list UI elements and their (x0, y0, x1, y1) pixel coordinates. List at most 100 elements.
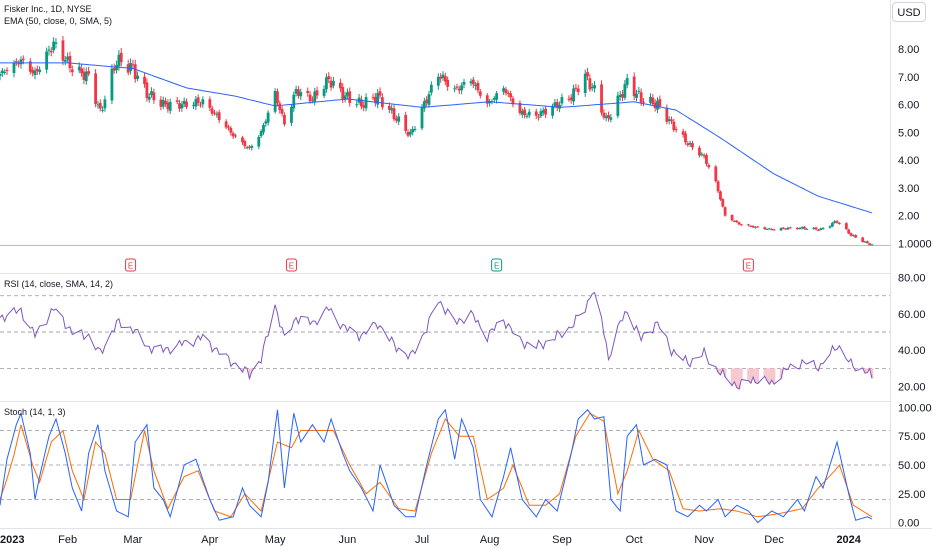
candle-body (5, 69, 9, 72)
candle-body (54, 42, 58, 44)
candle-body (133, 64, 137, 80)
candle-body (371, 97, 375, 99)
candle-body (404, 114, 408, 131)
candle-body (294, 88, 298, 94)
candle-body (199, 104, 202, 106)
candle-body (145, 82, 149, 98)
time-tick-label: Nov (694, 534, 714, 546)
candle-body (756, 226, 760, 228)
candle-body (299, 92, 303, 97)
candle-body (215, 113, 219, 115)
rsi-legend[interactable]: RSI (14, close, SMA, 14, 2) (4, 279, 113, 289)
candle-body (96, 104, 100, 106)
candle-body (572, 88, 575, 102)
candle-body (311, 99, 314, 101)
candle-body (250, 146, 254, 148)
candle-body (327, 76, 331, 80)
candle-body (19, 59, 23, 65)
candle-body (602, 112, 606, 118)
candle-body (865, 241, 869, 244)
candle-body (474, 84, 478, 87)
candle-body (719, 191, 722, 200)
candle-body (234, 135, 237, 137)
ema-legend[interactable]: EMA (50, close, 0, SMA, 5) (4, 16, 112, 26)
time-tick-label: Aug (480, 534, 500, 546)
candle-body (656, 100, 659, 110)
price-tick-label: 2.00 (898, 211, 919, 223)
candle-body (849, 233, 853, 236)
candle-body (14, 61, 18, 63)
candle-body (35, 68, 39, 72)
earnings-marker (491, 258, 503, 272)
stoch-k-line (0, 408, 873, 524)
candle-body (672, 121, 676, 131)
candle-body (788, 227, 792, 229)
candle-body (800, 227, 804, 229)
candle-body (394, 118, 398, 121)
candle-body (346, 92, 349, 96)
candle-body (182, 100, 186, 105)
earnings-marker (285, 258, 297, 272)
candle-body (196, 97, 200, 104)
candle-body (322, 88, 326, 96)
candle-body (180, 104, 184, 109)
candle-body (555, 102, 559, 108)
candle-body (241, 137, 244, 143)
candle-body (329, 80, 333, 88)
candle-body (576, 88, 580, 93)
candle-body (492, 97, 496, 100)
stoch-pane: 100.00 75.00 50.00 25.00 0.00 (0, 402, 932, 530)
candle-body (66, 56, 70, 60)
candle-body (455, 86, 459, 88)
candle-body (837, 223, 841, 225)
candle-body (103, 99, 107, 109)
candle-body (453, 88, 457, 90)
candle-body (210, 108, 214, 114)
candle-body (355, 104, 359, 106)
candle-body (63, 60, 67, 62)
candle-body (534, 111, 538, 116)
candle-body (110, 68, 114, 101)
time-tick-label: Feb (58, 534, 77, 546)
candle-body (224, 121, 228, 128)
candle-body (632, 76, 636, 97)
candle-body (560, 97, 564, 104)
candle-body (681, 131, 685, 135)
candle-body (313, 91, 317, 102)
stoch-tick-label: 0.00 (898, 518, 919, 530)
time-tick-label: Apr (201, 534, 218, 546)
candle-body (276, 91, 279, 103)
candle-body (192, 104, 195, 106)
candle-body (28, 61, 32, 72)
earnings-marker-label: E (494, 262, 499, 271)
candle-body (705, 155, 708, 165)
stoch-tick-label: 25.00 (898, 489, 926, 501)
symbol-title[interactable]: Fisker Inc., 1D, NYSE (4, 4, 92, 14)
candle-body (574, 87, 578, 89)
candle-body (243, 141, 247, 147)
candle-body (273, 90, 277, 112)
candle-body (674, 129, 678, 131)
candle-body (31, 69, 35, 74)
candle-body (772, 229, 776, 231)
candle-body (390, 108, 394, 111)
time-tick-label: Jul (415, 534, 429, 546)
candle-body (830, 222, 834, 227)
stoch-legend[interactable]: Stoch (14, 1, 3) (4, 407, 66, 417)
candle-body (844, 223, 848, 230)
currency-button[interactable]: USD (892, 2, 926, 22)
candle-body (782, 227, 785, 229)
candle-body (471, 79, 475, 85)
candle-body (795, 227, 799, 230)
candle-body (600, 84, 603, 113)
candle-body (332, 80, 335, 86)
candle-body (609, 117, 613, 120)
candle-body (847, 229, 851, 234)
candle-body (812, 227, 816, 229)
candle-body (61, 40, 65, 61)
candle-body (504, 89, 508, 94)
candle-body (119, 52, 123, 63)
candle-body (280, 109, 284, 114)
candle-body (436, 76, 440, 86)
